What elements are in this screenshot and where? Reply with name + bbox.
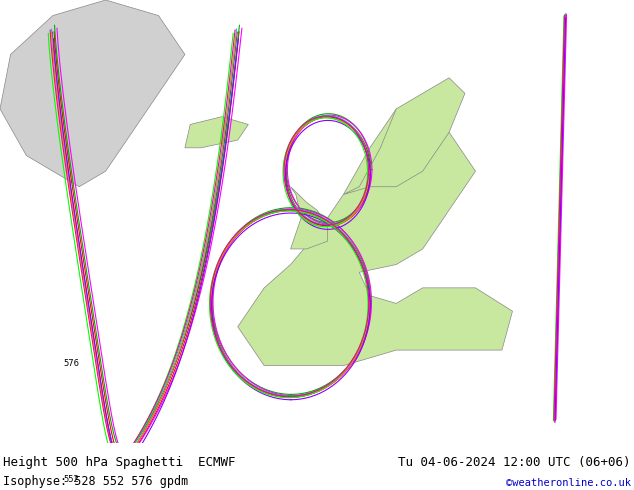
Polygon shape bbox=[238, 109, 512, 366]
Text: Tu 04-06-2024 12:00 UTC (06+06): Tu 04-06-2024 12:00 UTC (06+06) bbox=[398, 457, 631, 469]
Text: ©weatheronline.co.uk: ©weatheronline.co.uk bbox=[506, 478, 631, 488]
Text: 552: 552 bbox=[63, 475, 79, 484]
Polygon shape bbox=[344, 78, 465, 195]
Polygon shape bbox=[290, 187, 328, 249]
Text: Height 500 hPa Spaghetti  ECMWF: Height 500 hPa Spaghetti ECMWF bbox=[3, 457, 236, 469]
Polygon shape bbox=[0, 0, 185, 187]
Text: Isophyse: 528 552 576 gpdm: Isophyse: 528 552 576 gpdm bbox=[3, 475, 188, 488]
Text: 576: 576 bbox=[63, 359, 79, 368]
Polygon shape bbox=[185, 117, 249, 148]
